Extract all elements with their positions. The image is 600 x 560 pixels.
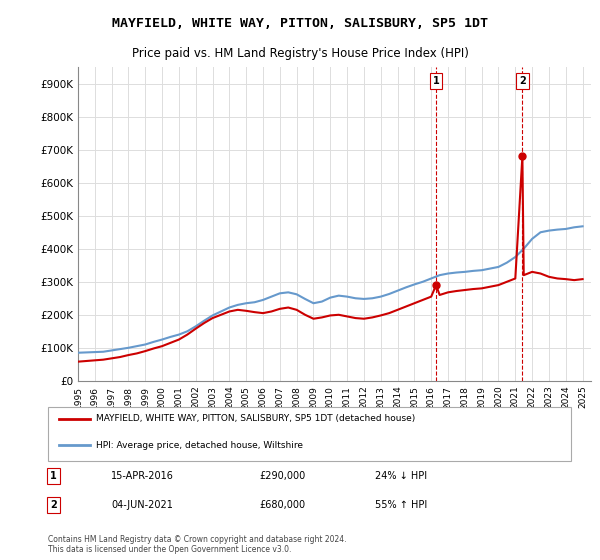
Text: MAYFIELD, WHITE WAY, PITTON, SALISBURY, SP5 1DT: MAYFIELD, WHITE WAY, PITTON, SALISBURY, … bbox=[112, 17, 488, 30]
Text: MAYFIELD, WHITE WAY, PITTON, SALISBURY, SP5 1DT (detached house): MAYFIELD, WHITE WAY, PITTON, SALISBURY, … bbox=[95, 414, 415, 423]
Text: HPI: Average price, detached house, Wiltshire: HPI: Average price, detached house, Wilt… bbox=[95, 441, 302, 450]
Text: 55% ↑ HPI: 55% ↑ HPI bbox=[376, 500, 428, 510]
Text: 1: 1 bbox=[433, 76, 439, 86]
Text: Contains HM Land Registry data © Crown copyright and database right 2024.
This d: Contains HM Land Registry data © Crown c… bbox=[48, 535, 347, 554]
FancyBboxPatch shape bbox=[48, 407, 571, 461]
Text: 15-APR-2016: 15-APR-2016 bbox=[112, 471, 174, 480]
Text: Price paid vs. HM Land Registry's House Price Index (HPI): Price paid vs. HM Land Registry's House … bbox=[131, 47, 469, 60]
Text: 1: 1 bbox=[50, 471, 56, 480]
Text: £290,000: £290,000 bbox=[259, 471, 305, 480]
Text: 2: 2 bbox=[519, 76, 526, 86]
Text: £680,000: £680,000 bbox=[259, 500, 305, 510]
Text: 2: 2 bbox=[50, 500, 56, 510]
Text: 04-JUN-2021: 04-JUN-2021 bbox=[112, 500, 173, 510]
Text: 24% ↓ HPI: 24% ↓ HPI bbox=[376, 471, 427, 480]
